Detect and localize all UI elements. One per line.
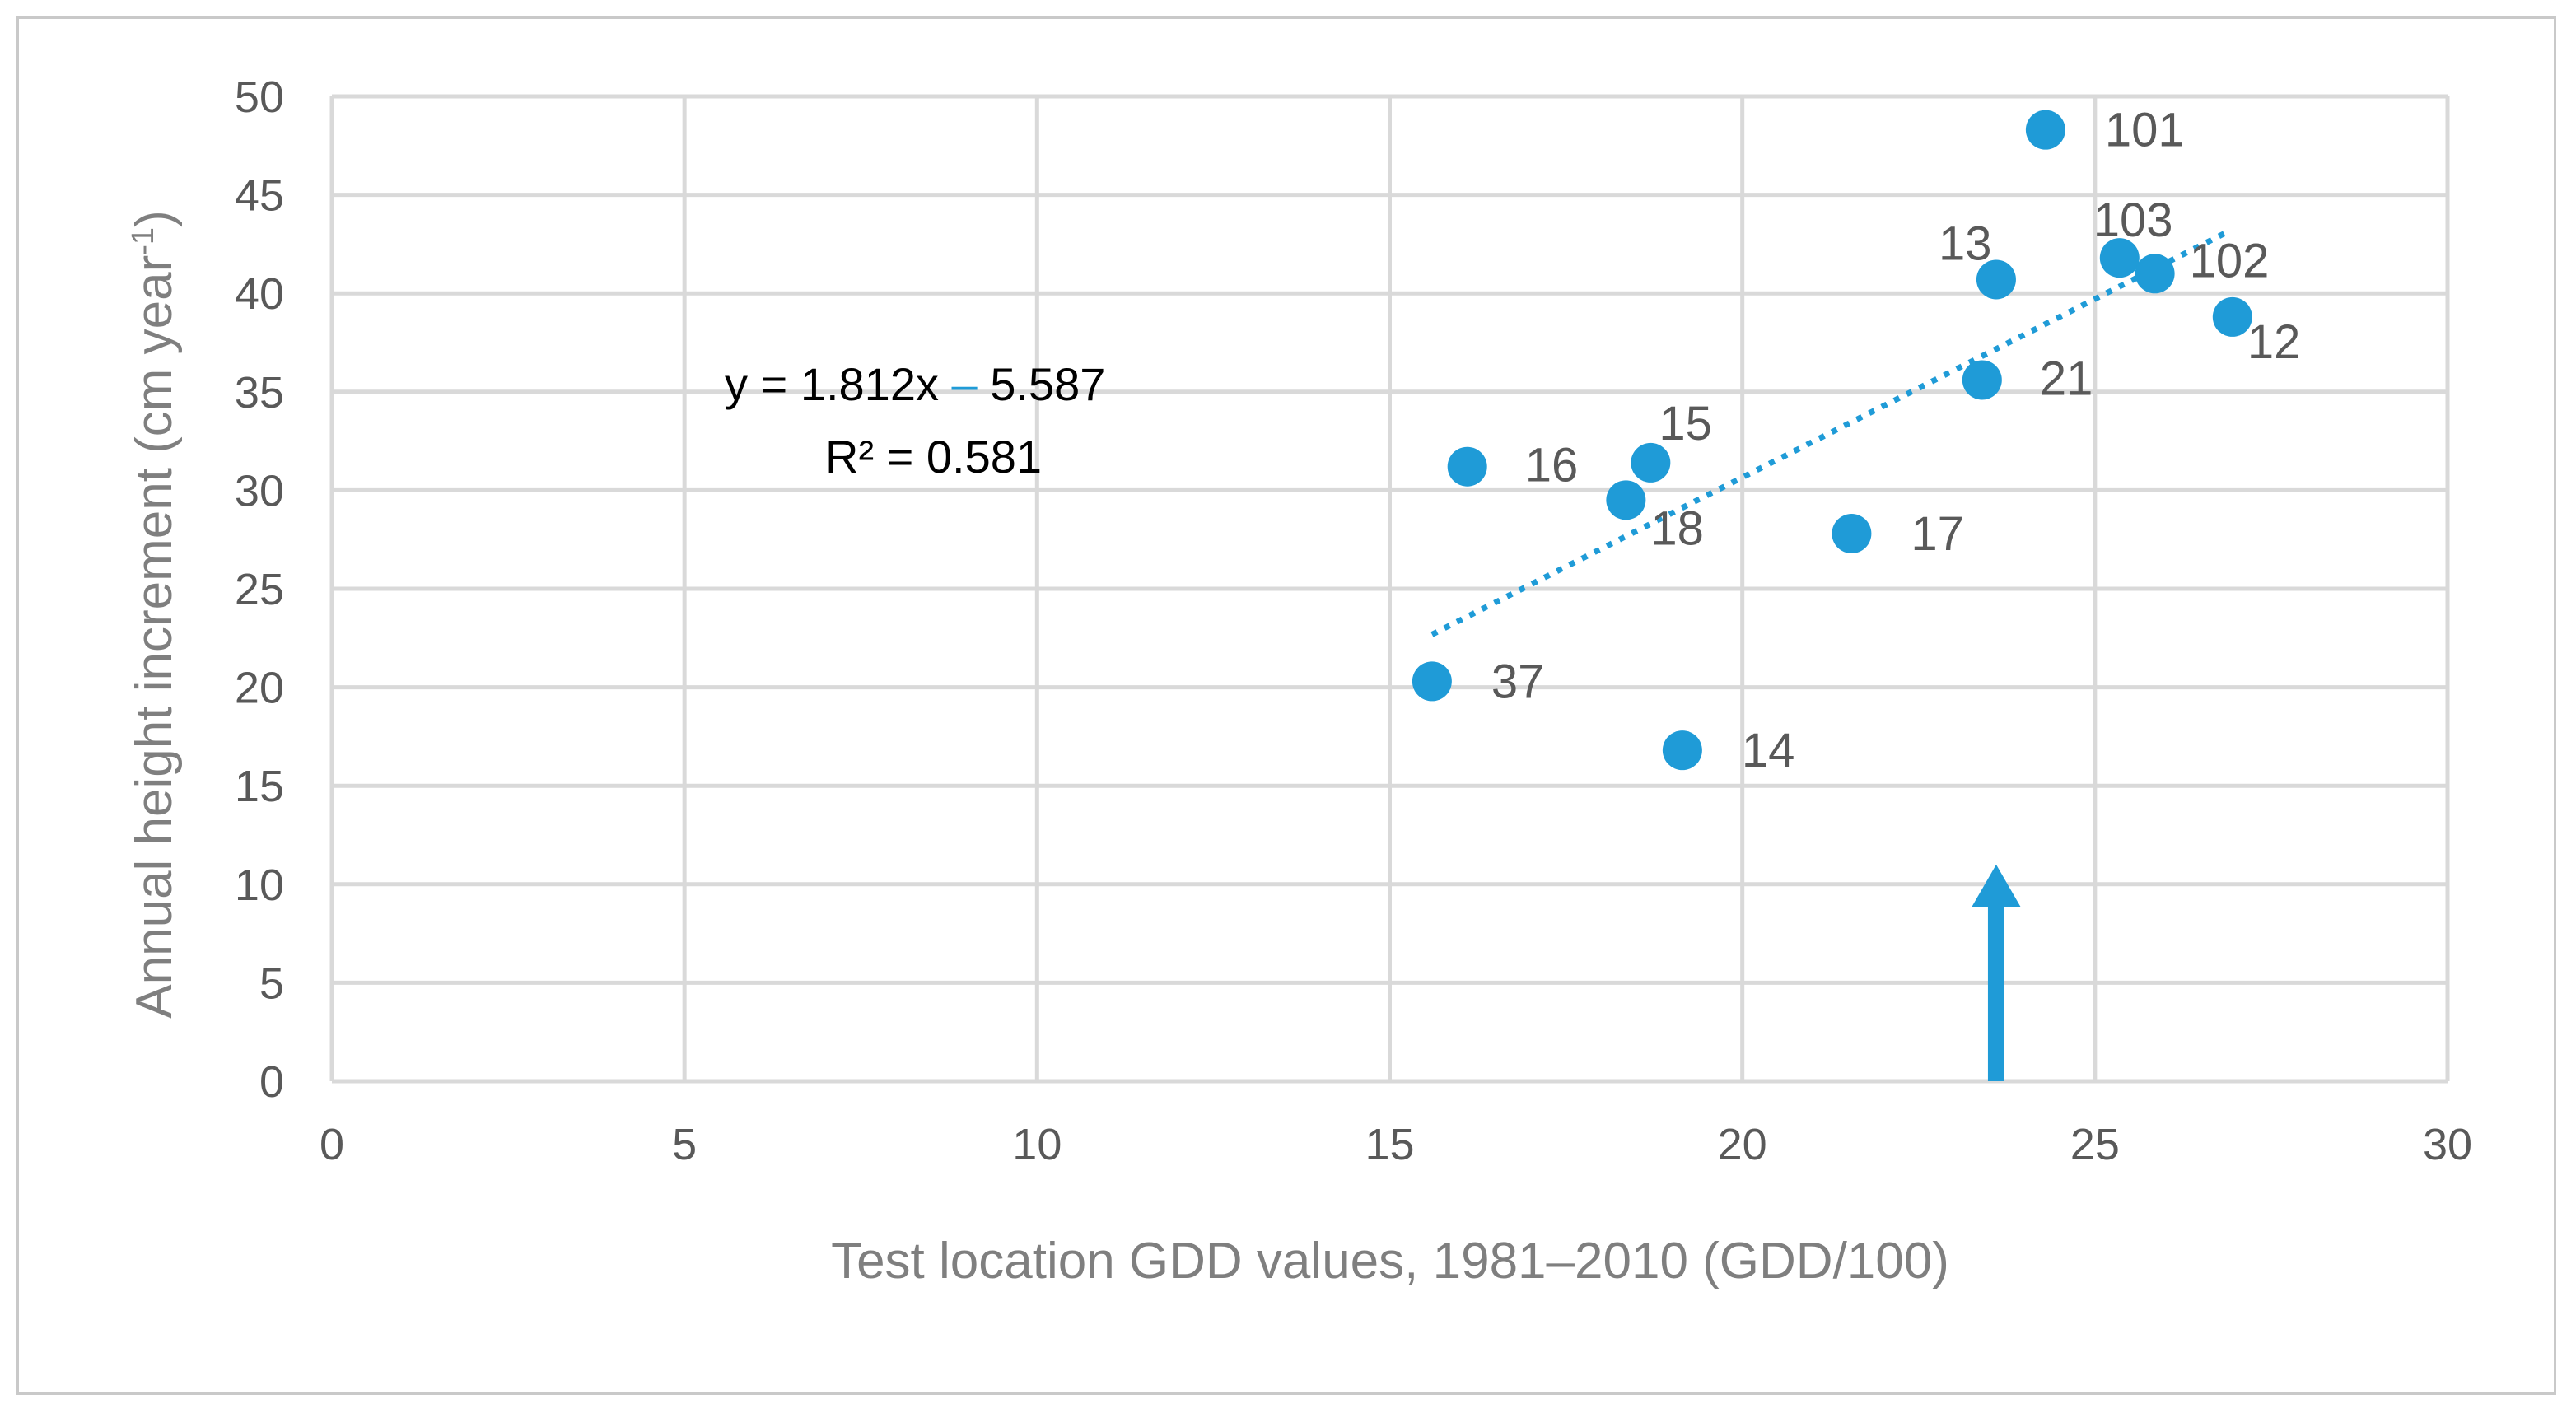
trendline-group [1430,228,2231,637]
point-label-103: 103 [2093,194,2173,247]
trend-equation-left: y = 1.812x [725,358,952,410]
point-label-16: 16 [1525,439,1579,492]
x-tick-label-15: 15 [1365,1120,1414,1169]
data-point-37 [1412,661,1452,702]
grid-lines [332,94,2450,1081]
trend-equation: y = 1.812x – 5.587 [725,358,1105,410]
data-point-101 [2025,110,2065,150]
x-tick-label-5: 5 [672,1120,697,1169]
y-axis-title: Annual height increment (cm year-1) [126,210,183,1018]
trend-r-squared: R² = 0.581 [825,431,1042,483]
y-axis-title-superscript: -1 [126,227,161,255]
y-axis-title-main: Annual height increment (cm year [126,255,183,1019]
point-label-12: 12 [2247,315,2301,369]
data-point-16 [1447,446,1487,487]
point-labels: 101 103 102 13 12 21 15 16 18 17 37 14 [1491,104,2300,777]
x-tick-label-0: 0 [320,1120,344,1169]
y-tick-label-20: 20 [235,664,284,713]
data-point-21 [1962,360,2002,400]
y-tick-label-10: 10 [235,861,284,910]
point-label-21: 21 [2040,352,2093,405]
point-label-101: 101 [2105,104,2185,157]
y-tick-label-50: 50 [235,72,284,122]
point-label-18: 18 [1650,501,1704,555]
point-label-17: 17 [1911,507,1964,561]
y-tick-label-15: 15 [235,762,284,811]
point-label-102: 102 [2190,234,2270,287]
data-point-18 [1606,480,1646,520]
data-point-12 [2212,296,2252,337]
x-tick-label-10: 10 [1012,1120,1062,1169]
y-tick-label-5: 5 [259,959,284,1008]
x-tick-label-30: 30 [2423,1120,2472,1169]
y-tick-label-0: 0 [259,1057,284,1107]
data-point-102 [2135,254,2175,294]
x-tick-label-20: 20 [1718,1120,1767,1169]
trendline [1430,228,2231,637]
x-axis-title: Test location GDD values, 1981–2010 (GDD… [831,1233,1949,1290]
arrow-head [1971,864,2021,907]
axes: 0 5 10 15 20 25 30 0 5 10 15 20 25 30 35 40 45 50 [235,72,2472,1169]
data-point-17 [1832,514,1872,554]
y-tick-label-25: 25 [235,565,284,614]
arrow-group [1971,864,2021,1081]
data-point-13 [1976,259,2016,300]
data-point-103 [2099,238,2140,278]
data-point-14 [1662,730,1702,771]
x-tick-label-25: 25 [2070,1120,2120,1169]
trend-equation-operator: – [952,358,978,410]
point-label-13: 13 [1939,217,1992,270]
y-tick-label-40: 40 [235,269,284,319]
data-points [1412,110,2252,771]
trend-equation-right: 5.587 [978,358,1106,410]
point-label-14: 14 [1742,724,1795,777]
y-axis-title-close: ) [126,210,183,227]
data-point-15 [1631,442,1671,483]
y-tick-label-45: 45 [235,171,284,221]
y-tick-label-35: 35 [235,368,284,417]
point-label-37: 37 [1491,655,1545,708]
y-tick-label-30: 30 [235,466,284,515]
point-label-15: 15 [1659,397,1712,450]
